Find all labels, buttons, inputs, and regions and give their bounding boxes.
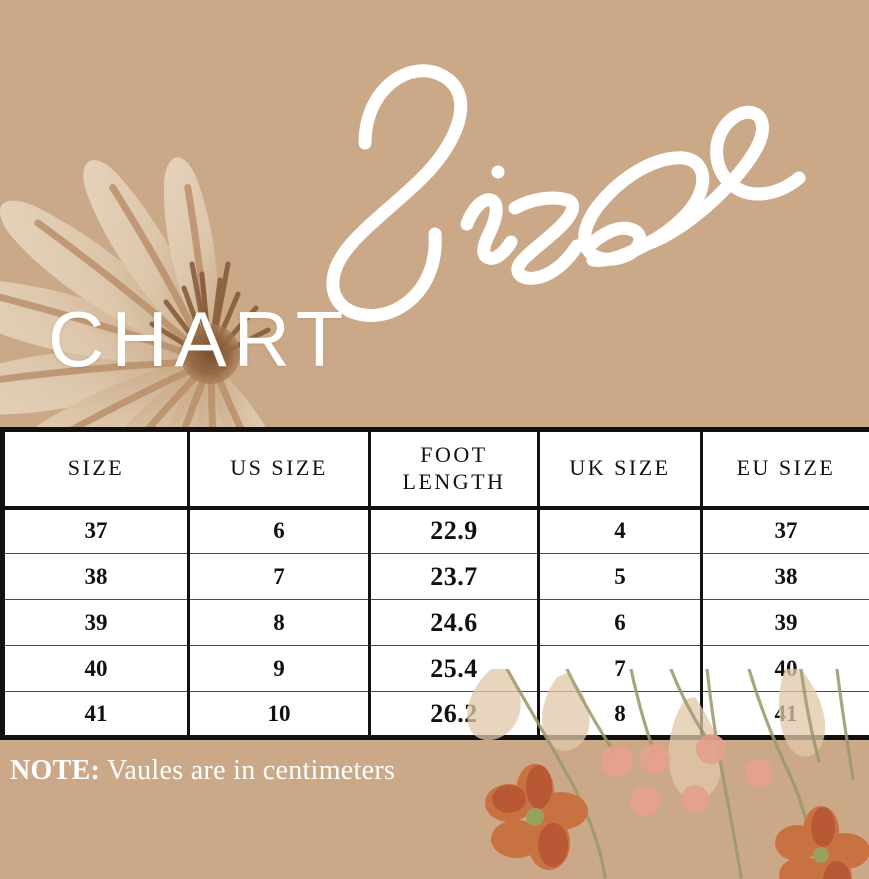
page-title-chart: CHART [48, 295, 351, 383]
column-header-foot-length: FOOT LENGTH [368, 429, 539, 510]
cell-eu-size: 39 [700, 599, 869, 646]
table-body: 37 6 22.9 4 37 38 7 23.7 5 38 39 8 24.6 [2, 507, 869, 738]
column-header-us-size: US SIZE [187, 429, 370, 510]
cell-us-size: 7 [187, 553, 370, 600]
cell-foot-length: 25.4 [368, 645, 539, 692]
table-header-row: SIZE US SIZE FOOT LENGTH UK SIZE EU SIZE [2, 429, 869, 510]
cell-size: 37 [2, 507, 189, 554]
title-block: CHART [0, 0, 869, 420]
cell-foot-length: 26.2 [368, 691, 539, 738]
cell-foot-length: 22.9 [368, 507, 539, 554]
column-header-eu-size-line1: EU SIZE [736, 455, 836, 481]
column-header-eu-size: EU SIZE [700, 429, 869, 510]
column-header-size-line1: SIZE [67, 455, 125, 481]
table-row: 38 7 23.7 5 38 [2, 553, 869, 600]
cell-us-size: 8 [187, 599, 370, 646]
note-label: NOTE: [10, 755, 101, 786]
table-row: 37 6 22.9 4 37 [2, 507, 869, 554]
column-header-foot-length-line2: LENGTH [402, 468, 506, 494]
cell-size: 39 [2, 599, 189, 646]
column-header-us-size-line1: US SIZE [230, 455, 328, 481]
cell-uk-size: 6 [537, 599, 702, 646]
size-table-container: SIZE US SIZE FOOT LENGTH UK SIZE EU SIZE [0, 427, 869, 740]
cell-us-size: 6 [187, 507, 370, 554]
cell-eu-size: 38 [700, 553, 869, 600]
table-header: SIZE US SIZE FOOT LENGTH UK SIZE EU SIZE [2, 429, 869, 510]
cell-uk-size: 4 [537, 507, 702, 554]
cell-size: 41 [2, 691, 189, 738]
cell-eu-size: 40 [700, 645, 869, 692]
table-row: 41 10 26.2 8 41 [2, 691, 869, 738]
cell-eu-size: 41 [700, 691, 869, 738]
column-header-uk-size: UK SIZE [537, 429, 702, 510]
table-row: 40 9 25.4 7 40 [2, 645, 869, 692]
cell-uk-size: 5 [537, 553, 702, 600]
size-chart-table: SIZE US SIZE FOOT LENGTH UK SIZE EU SIZE [0, 427, 869, 740]
cell-foot-length: 24.6 [368, 599, 539, 646]
cell-uk-size: 8 [537, 691, 702, 738]
cell-us-size: 10 [187, 691, 370, 738]
cell-foot-length: 23.7 [368, 553, 539, 600]
column-header-size: SIZE [2, 429, 189, 510]
script-title-size [215, 48, 815, 338]
column-header-foot-length-line1: FOOT [420, 441, 488, 467]
cell-size: 40 [2, 645, 189, 692]
cell-size: 38 [2, 553, 189, 600]
cell-us-size: 9 [187, 645, 370, 692]
cell-uk-size: 7 [537, 645, 702, 692]
note-text: NOTE: Vaules are in centimeters [10, 755, 395, 787]
column-header-uk-size-line1: UK SIZE [569, 455, 671, 481]
table-row: 39 8 24.6 6 39 [2, 599, 869, 646]
note-body: Vaules are in centimeters [106, 755, 396, 786]
cell-eu-size: 37 [700, 507, 869, 554]
